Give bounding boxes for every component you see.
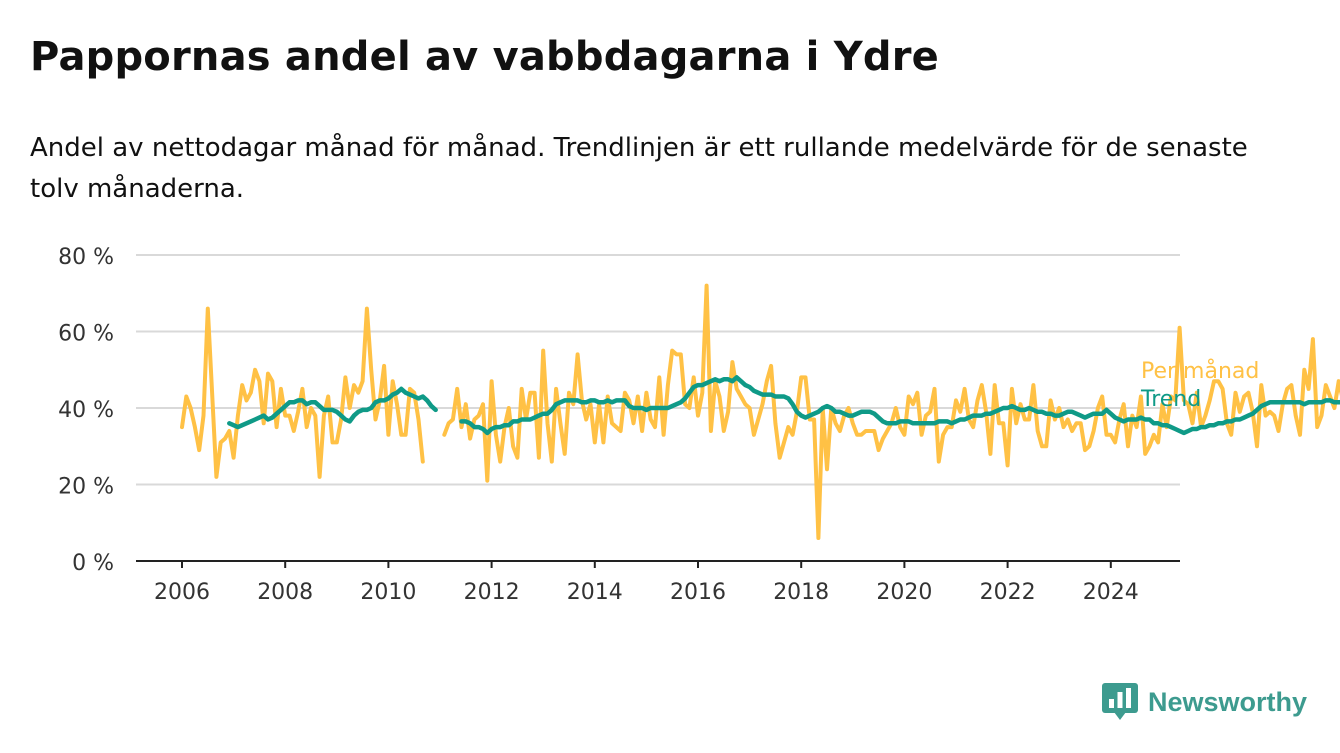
y-axis-labels: 0 % 20 % 40 % 60 % 80 %	[58, 245, 114, 576]
x-tick-label: 2022	[980, 580, 1036, 605]
y-tick-label: 60 %	[58, 322, 114, 347]
x-tick-label: 2020	[876, 580, 932, 605]
x-axis: 2006 2008 2010 2012 2014 2016 2018 2020 2022 2024	[136, 560, 1180, 605]
series-line-per-manad	[180, 306, 425, 479]
series-line-trend	[459, 375, 1340, 436]
newsworthy-logo-icon	[1102, 683, 1138, 720]
series-line-trend	[227, 386, 438, 430]
x-tick-label: 2014	[567, 580, 623, 605]
gridlines	[136, 254, 1180, 486]
x-tick-label: 2008	[257, 580, 313, 605]
legend: Per månad Trend	[1140, 358, 1259, 412]
y-tick-label: 0 %	[72, 551, 114, 576]
x-tick-label: 2016	[670, 580, 726, 605]
x-tick-label: 2024	[1083, 580, 1139, 605]
y-tick-label: 20 %	[58, 475, 114, 500]
chart-title: Pappornas andel av vabbdagarna i Ydre	[30, 34, 939, 80]
x-tick-label: 2018	[773, 580, 829, 605]
chart-subtitle: Andel av nettodagar månad för månad. Tre…	[30, 133, 1248, 204]
brand-name: Newsworthy	[1148, 686, 1308, 717]
x-tick-label: 2010	[360, 580, 416, 605]
y-tick-label: 40 %	[58, 398, 114, 423]
series-lines	[180, 283, 1340, 540]
legend-label: Per månad	[1141, 358, 1259, 384]
series-line-per-manad	[442, 283, 1340, 540]
x-tick-label: 2006	[154, 580, 210, 605]
x-tick-label: 2012	[464, 580, 520, 605]
y-tick-label: 80 %	[58, 245, 114, 270]
legend-label: Trend	[1140, 387, 1201, 412]
newsworthy-brand[interactable]: Newsworthy	[1102, 683, 1307, 721]
